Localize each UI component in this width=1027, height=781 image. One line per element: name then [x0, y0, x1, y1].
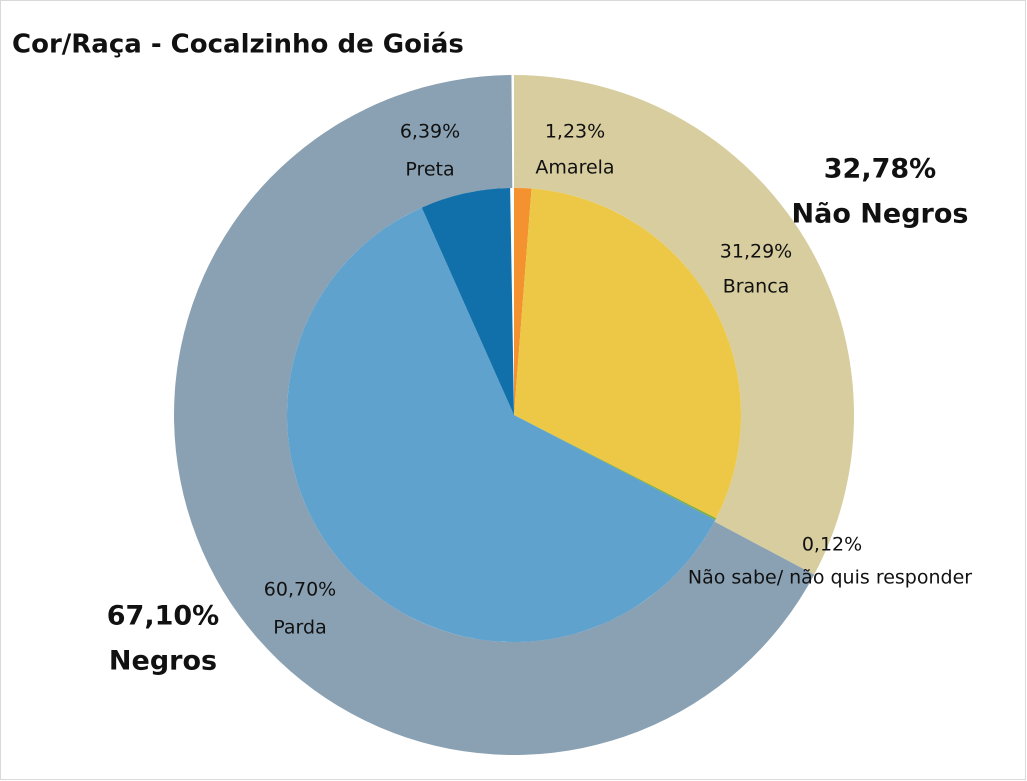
category-label: Branca: [723, 276, 790, 298]
inner-pie: [286, 188, 741, 643]
category-label: Parda: [273, 617, 326, 639]
outer-slice: [514, 75, 854, 575]
outer-value-label: 32,78%: [824, 154, 936, 185]
pie-slice: [421, 188, 514, 415]
outer-ring: [173, 75, 854, 756]
outer-category-label: Não Negros: [792, 199, 969, 230]
value-label: 0,12%: [802, 534, 862, 556]
value-label: 60,70%: [264, 579, 336, 601]
outer-category-label: Negros: [109, 646, 217, 677]
pie-slice: [514, 188, 532, 415]
pie-slice: [286, 207, 716, 643]
category-label: Amarela: [535, 157, 614, 179]
value-label: 6,39%: [400, 121, 460, 143]
pie-slice: [514, 415, 717, 520]
category-label: Não sabe/ não quis responder: [688, 567, 972, 589]
outer-value-label: 67,10%: [107, 601, 219, 632]
pie-slice: [514, 188, 741, 519]
category-label: Preta: [405, 159, 454, 181]
value-label: 31,29%: [720, 241, 792, 263]
value-label: 1,23%: [545, 121, 605, 143]
labels: 1,23% Amarela 31,29% Branca 0,12% Não sabe/ n…: [107, 121, 973, 677]
outer-slice: [173, 75, 815, 756]
chart-title: Cor/Raça - Cocalzinho de Goiás: [12, 30, 464, 60]
